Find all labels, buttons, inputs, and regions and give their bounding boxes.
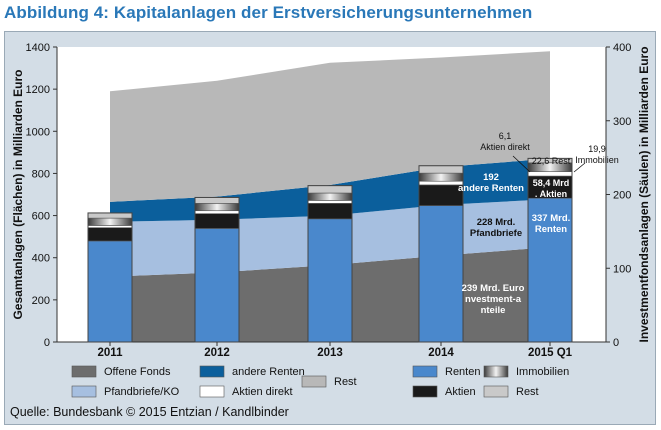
legend-swatch	[71, 365, 97, 378]
legend-label: Renten	[445, 366, 480, 378]
legend-label: Immobilien	[516, 366, 569, 378]
right-tick-label: 200	[613, 190, 631, 202]
bar-aktien	[418, 184, 464, 206]
annotation-pfandbriefe: Pfandbriefe	[470, 228, 522, 239]
annotation-immobilien: Immobilien	[575, 155, 619, 165]
left-tick-label: 1400	[26, 42, 50, 54]
bar-aktien-direkt	[87, 225, 133, 228]
legend-swatch	[301, 375, 327, 388]
bar-aktien	[87, 227, 133, 242]
annotation-immobilien: 19,9	[588, 144, 606, 154]
bar-aktien-direkt	[418, 180, 464, 186]
bar-renten	[307, 218, 353, 343]
bar-immobilien	[194, 203, 240, 212]
legend-label: Rest	[334, 376, 357, 388]
annotation-andere-renten: 192	[483, 172, 499, 183]
legend-swatch	[71, 385, 97, 398]
annotation-renten: 337 Mrd.	[532, 213, 571, 224]
annotation-andere-renten: andere Renten	[458, 183, 524, 194]
left-tick-label: 400	[32, 253, 50, 265]
bar-rest	[194, 197, 240, 204]
bar-rest	[418, 165, 464, 174]
legend-label: Pfandbriefe/KO	[104, 386, 180, 398]
bar-renten	[87, 240, 133, 343]
left-tick-label: 200	[32, 295, 50, 307]
bar-rest	[307, 185, 353, 194]
right-tick-label: 400	[613, 42, 631, 54]
bar-renten	[418, 205, 464, 343]
legend-swatch	[412, 385, 438, 398]
legend-label: andere Renten	[232, 366, 305, 378]
legend-swatch	[199, 365, 225, 378]
left-tick-label: 1200	[26, 84, 50, 96]
bar-renten	[194, 228, 240, 343]
bar-aktien	[194, 213, 240, 229]
annotation-renten: Renten	[535, 224, 567, 235]
bar-rest	[87, 212, 133, 219]
annotation-offene-fonds: 239 Mrd. Euro	[462, 283, 525, 294]
source-note: Quelle: Bundesbank © 2015 Entzian / Kand…	[10, 405, 289, 419]
annotation-pfandbriefe: 228 Mrd.	[477, 217, 516, 228]
annotation-aktien-direkt: 6,1	[499, 131, 512, 141]
x-tick-label: 2011	[98, 347, 124, 359]
legend-label: Aktien direkt	[232, 386, 293, 398]
bar-immobilien	[87, 217, 133, 226]
annotation-aktien: 58,4 Mrd	[533, 178, 570, 188]
left-tick-label: 0	[44, 337, 50, 349]
left-tick-label: 800	[32, 168, 50, 180]
bar-aktien-direkt	[527, 171, 573, 177]
x-tick-label: 2012	[204, 347, 230, 359]
bar-immobilien	[418, 172, 464, 182]
right-tick-label: 100	[613, 263, 631, 275]
left-tick-label: 600	[32, 211, 50, 223]
right-tick-label: 0	[613, 337, 619, 349]
x-tick-label: 2013	[317, 347, 343, 359]
legend-label: Aktien	[445, 386, 476, 398]
annotation-aktien: . Aktien	[535, 189, 567, 199]
legend-swatch	[412, 365, 438, 378]
legend-label: Offene Fonds	[104, 366, 171, 378]
annotation-leader	[573, 162, 586, 173]
bar-aktien	[307, 203, 353, 220]
annotation-offene-fonds: nteile	[481, 305, 506, 316]
bar-aktien-direkt	[307, 200, 353, 204]
x-tick-label: 2015 Q1	[528, 347, 573, 359]
x-tick-label: 2014	[428, 347, 454, 359]
legend-label: Rest	[516, 386, 539, 398]
area-rest	[110, 51, 550, 202]
right-axis-title: Investmentfondsanlagen (Säulen) in Milli…	[637, 46, 651, 342]
legend-swatch	[199, 385, 225, 398]
bar-aktien-direkt	[194, 210, 240, 214]
annotation-offene-fonds: nvestment-a	[465, 294, 522, 305]
left-axis-title: Gesamtanlagen (Flächen) in Milliarden Eu…	[11, 69, 25, 319]
figure-title: Abbildung 4: Kapitalanlagen der Erstvers…	[4, 3, 533, 22]
annotation-leader	[512, 155, 531, 173]
right-tick-label: 300	[613, 116, 631, 128]
legend-swatch	[483, 385, 509, 398]
annotation-rest: 22,6 Rest	[532, 156, 571, 166]
legend-swatch	[483, 365, 509, 378]
annotation-aktien-direkt: Aktien direkt	[480, 142, 530, 152]
bar-immobilien	[307, 192, 353, 201]
left-tick-label: 1000	[26, 126, 50, 138]
